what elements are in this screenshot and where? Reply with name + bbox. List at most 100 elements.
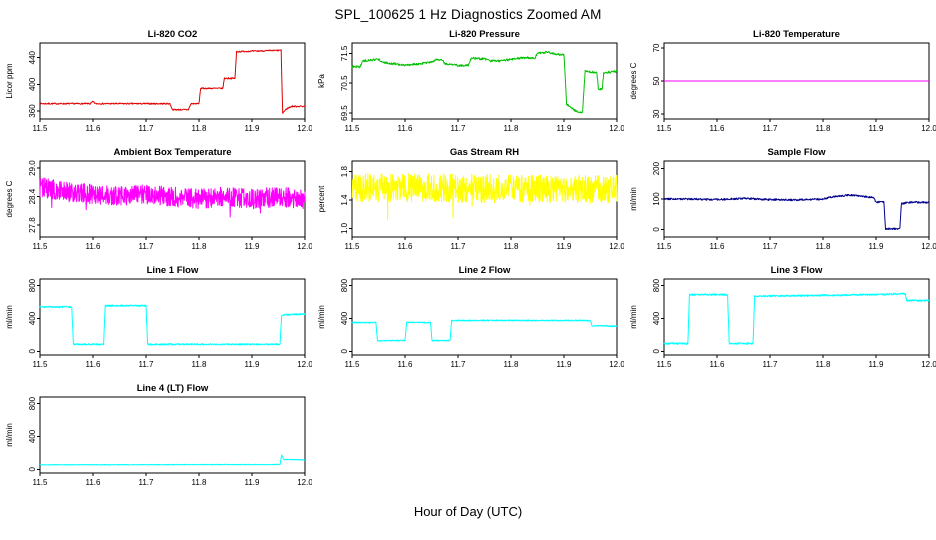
y-axis-label: ml/min xyxy=(629,187,638,211)
series-line xyxy=(351,319,618,342)
x-tick-label: 11.5 xyxy=(33,478,49,487)
x-tick-label: 11.9 xyxy=(557,242,573,251)
x-tick-label: 11.8 xyxy=(504,360,520,369)
chart-line-3-flow: Line 3 Flow ml/min 11.5 11.6 11.7 11.8 11.9 12.… xyxy=(629,265,936,369)
series-line xyxy=(663,292,930,345)
plot-box xyxy=(39,278,306,356)
x-tick-label: 11.7 xyxy=(139,360,155,369)
y-tick-label: 400 xyxy=(652,311,661,325)
y-tick-label: 800 xyxy=(28,396,37,410)
y-tick-label: 200 xyxy=(652,161,661,175)
y-tick-label: 800 xyxy=(652,278,661,292)
x-tick-label: 12.0 xyxy=(609,242,624,251)
y-axis-label: Licor ppm xyxy=(5,63,14,98)
x-tick-label: 11.5 xyxy=(345,242,361,251)
y-axis-label: ml/min xyxy=(317,305,326,329)
chart-title: Gas Stream RH xyxy=(450,147,519,158)
figure-xlabel: Hour of Day (UTC) xyxy=(413,504,523,519)
chart-title: Line 2 Flow xyxy=(459,265,511,276)
x-tick-label: 11.5 xyxy=(657,124,673,133)
x-tick-label: 11.9 xyxy=(245,360,261,369)
y-tick-label: 71.5 xyxy=(340,45,349,61)
plot-box xyxy=(39,396,306,474)
chart-title: Li-820 Temperature xyxy=(753,29,840,40)
x-tick-label: 12.0 xyxy=(297,242,312,251)
x-tick-label: 11.7 xyxy=(451,360,467,369)
x-tick-label: 11.6 xyxy=(86,124,102,133)
x-tick-label: 11.7 xyxy=(139,242,155,251)
y-tick-label: 50 xyxy=(652,76,661,85)
y-axis-label: degrees C xyxy=(5,180,14,217)
series-line xyxy=(351,172,618,221)
x-tick-label: 11.8 xyxy=(192,360,208,369)
y-tick-label: 400 xyxy=(340,311,349,325)
x-tick-label: 11.7 xyxy=(763,360,779,369)
figure-title: SPL_100625 1 Hz Diagnostics Zoomed AM xyxy=(334,7,602,22)
chart-li-820-co2: Li-820 CO2 Licor ppm 11.5 11.6 11.7 11.8 11.9 1… xyxy=(5,29,312,133)
y-tick-label: 800 xyxy=(28,278,37,292)
x-tick-label: 11.7 xyxy=(139,478,155,487)
chart-title: Ambient Box Temperature xyxy=(113,147,231,158)
y-tick-label: 70.5 xyxy=(340,75,349,91)
y-tick-label: 1.8 xyxy=(340,166,349,178)
x-tick-label: 11.5 xyxy=(657,360,673,369)
plot-box xyxy=(663,278,930,356)
chart-line-2-flow: Line 2 Flow ml/min 11.5 11.6 11.7 11.8 11.9 12.… xyxy=(317,265,624,369)
plot-box xyxy=(351,42,618,120)
x-tick-label: 12.0 xyxy=(609,360,624,369)
x-tick-label: 11.6 xyxy=(710,360,726,369)
y-tick-label: 28.4 xyxy=(28,188,37,204)
x-tick-label: 12.0 xyxy=(921,360,936,369)
series-line xyxy=(351,50,618,114)
chart-title: Line 1 Flow xyxy=(147,265,199,276)
y-tick-label: 1.4 xyxy=(340,194,349,206)
x-tick-label: 11.9 xyxy=(245,242,261,251)
chart-title: Line 4 (LT) Flow xyxy=(137,383,209,394)
chart-title: Li-820 CO2 xyxy=(148,29,198,40)
x-tick-label: 11.8 xyxy=(816,360,832,369)
x-tick-label: 12.0 xyxy=(609,124,624,133)
y-tick-label: 0 xyxy=(652,349,661,354)
y-axis-label: percent xyxy=(317,185,326,212)
chart-li-820-pressure: Li-820 Pressure kPa 11.5 11.6 11.7 11.8 11.9 12… xyxy=(317,29,624,133)
x-tick-label: 11.6 xyxy=(710,124,726,133)
y-axis-label: kPa xyxy=(317,74,326,88)
plot-box xyxy=(351,278,618,356)
y-tick-label: 400 xyxy=(28,429,37,443)
charts-grid: Li-820 CO2 Licor ppm 11.5 11.6 11.7 11.8 11.9 1… xyxy=(0,28,936,500)
x-tick-label: 11.5 xyxy=(33,242,49,251)
x-tick-label: 11.9 xyxy=(869,124,885,133)
y-axis-label: ml/min xyxy=(629,305,638,329)
y-tick-label: 100 xyxy=(652,192,661,206)
x-tick-label: 11.7 xyxy=(139,124,155,133)
x-tick-label: 11.7 xyxy=(451,124,467,133)
y-tick-label: 0 xyxy=(340,349,349,354)
y-axis-label: degrees C xyxy=(629,62,638,99)
y-axis-label: ml/min xyxy=(5,305,14,329)
x-tick-label: 11.9 xyxy=(869,242,885,251)
chart-line-4-lt-flow: Line 4 (LT) Flow ml/min 11.5 11.6 11.7 11.8 11… xyxy=(5,383,312,487)
y-tick-label: 440 xyxy=(28,50,37,64)
x-tick-label: 11.6 xyxy=(86,360,102,369)
x-tick-label: 11.5 xyxy=(33,124,49,133)
x-tick-label: 11.9 xyxy=(557,360,573,369)
series-line xyxy=(39,49,306,114)
series-line xyxy=(39,454,306,466)
y-tick-label: 0 xyxy=(28,349,37,354)
x-tick-label: 11.6 xyxy=(398,242,414,251)
y-tick-label: 800 xyxy=(340,278,349,292)
x-tick-label: 11.6 xyxy=(86,478,102,487)
x-tick-label: 11.9 xyxy=(245,478,261,487)
x-tick-label: 11.5 xyxy=(345,124,361,133)
chart-line-1-flow: Line 1 Flow ml/min 11.5 11.6 11.7 11.8 11.9 12.… xyxy=(5,265,312,369)
chart-title: Li-820 Pressure xyxy=(449,29,520,40)
x-tick-label: 12.0 xyxy=(921,124,936,133)
x-tick-label: 11.7 xyxy=(763,242,779,251)
x-tick-label: 11.8 xyxy=(816,124,832,133)
x-tick-label: 11.9 xyxy=(869,360,885,369)
x-tick-label: 11.8 xyxy=(192,478,208,487)
y-tick-label: 69.5 xyxy=(340,105,349,121)
y-tick-label: 30 xyxy=(652,109,661,118)
x-tick-label: 11.6 xyxy=(398,124,414,133)
